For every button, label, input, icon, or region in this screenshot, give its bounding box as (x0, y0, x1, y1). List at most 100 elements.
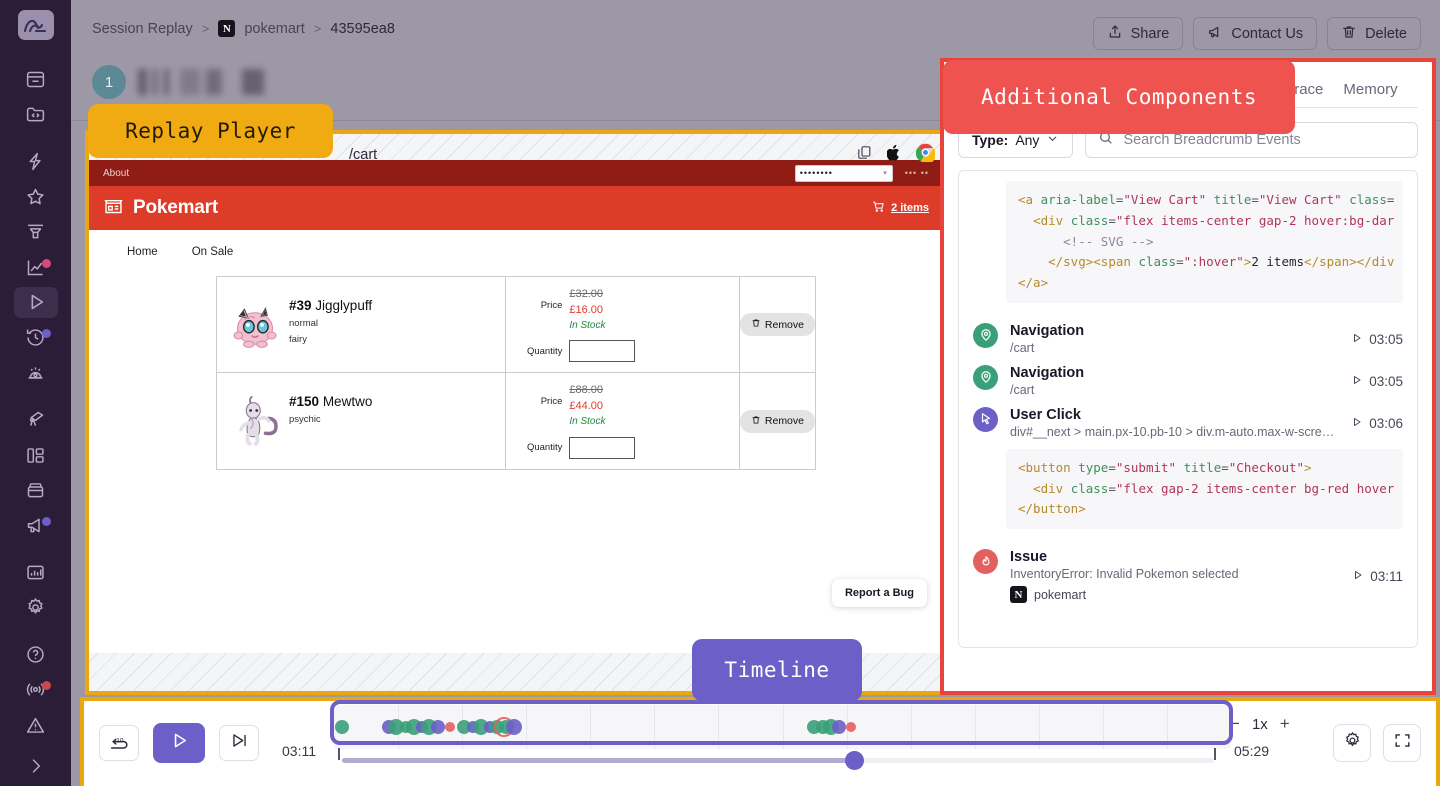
play-icon (1351, 332, 1363, 347)
replay-url: /cart (349, 147, 378, 163)
timeline-gridline (654, 705, 655, 749)
list-item[interactable]: User Click div#__next > main.px-10.pb-10… (959, 399, 1417, 441)
annotation-timeline: Timeline (692, 639, 862, 701)
speed-increase-button[interactable]: + (1279, 714, 1290, 733)
breadcrumb-detail: InventoryError: Invalid Pokemon selected (1010, 567, 1239, 581)
cart-icon (872, 200, 885, 216)
timeline-event-dot[interactable] (445, 722, 455, 732)
tab-trace[interactable]: Trace (1285, 81, 1324, 98)
quantity-input[interactable] (569, 436, 636, 459)
play-button[interactable] (153, 723, 205, 763)
breadcrumb-timestamp[interactable]: 03:11 (1352, 549, 1403, 603)
timeline-event-dot[interactable] (846, 722, 856, 732)
delete-button[interactable]: Delete (1327, 17, 1421, 50)
tab-memory[interactable]: Memory (1343, 81, 1398, 98)
rewind-10-button[interactable]: 10 (99, 725, 139, 761)
sidebar-item-whats-new[interactable] (14, 674, 58, 705)
sidebar-item-service-status[interactable] (14, 709, 58, 740)
site-currency-select[interactable]: •••••••• ▾ (794, 164, 893, 182)
timeline-minimap[interactable] (334, 705, 1231, 749)
apple-icon (886, 144, 902, 167)
list-item[interactable]: Issue InventoryError: Invalid Pokemon se… (959, 541, 1417, 605)
breadcrumb-time-value: 03:11 (1370, 569, 1403, 584)
breadcrumb-list[interactable]: <a aria-label="View Cart" title="View Ca… (958, 170, 1418, 648)
remove-button[interactable]: Remove (739, 313, 815, 337)
scrubber-handle[interactable] (845, 751, 864, 770)
breadcrumb-sep-icon: > (201, 21, 210, 36)
price-values: £32.00 £16.00 In Stock (569, 287, 731, 333)
settings-button[interactable] (1333, 724, 1371, 762)
sidebar-item-starred[interactable] (14, 181, 58, 212)
timeline-gridline (590, 705, 591, 749)
flame-icon (973, 549, 998, 574)
replay-canvas: About •••••••• ▾ ••• •• Pokemart (89, 134, 943, 691)
timeline-event-dot[interactable] (506, 719, 522, 735)
current-time: 03:11 (282, 743, 316, 759)
site-overflow-menu[interactable]: ••• •• (904, 168, 929, 178)
sidebar-item-alerts[interactable] (14, 357, 58, 388)
type-filter-dropdown[interactable]: Type: Any (958, 122, 1074, 158)
replay-title-row: 1 (92, 65, 323, 99)
contact-us-label: Contact Us (1231, 25, 1304, 42)
list-item[interactable]: Navigation /cart 03:05 (959, 357, 1417, 399)
sidebar-item-help[interactable] (14, 639, 58, 670)
site-nav-home[interactable]: Home (127, 246, 158, 258)
sidebar-item-history[interactable] (14, 322, 58, 353)
jigglypuff-sprite-icon (227, 297, 283, 353)
skip-next-button[interactable] (219, 725, 259, 761)
scrubber-track[interactable] (338, 748, 1216, 770)
sidebar-expand-toggle[interactable] (14, 751, 58, 782)
timeline-gridline (911, 705, 912, 749)
breadcrumb-timestamp[interactable]: 03:06 (1351, 407, 1403, 439)
breadcrumb-project[interactable]: pokemart (244, 20, 305, 37)
site-nav-onsale[interactable]: On Sale (191, 246, 234, 258)
sidebar-item-feedback[interactable] (14, 510, 58, 541)
sidebar-item-trends[interactable] (14, 252, 58, 283)
trash-icon (751, 415, 761, 428)
search-input[interactable] (1123, 132, 1405, 148)
play-icon (1351, 374, 1363, 389)
sidebar-item-discover[interactable] (14, 404, 58, 435)
breadcrumb-type: Navigation (1010, 322, 1085, 339)
sidebar-item-replays[interactable] (13, 286, 58, 319)
breadcrumb-session-replay[interactable]: Session Replay (92, 20, 193, 37)
breadcrumb-body: Navigation /cart (1010, 323, 1339, 355)
cart-item-number: #39 (289, 297, 312, 313)
timeline-event-dot[interactable] (832, 720, 846, 734)
timeline-event-dot[interactable] (431, 720, 445, 734)
timeline-event-dot[interactable] (335, 720, 349, 734)
sidebar-item-performance[interactable] (14, 146, 58, 177)
location-pin-icon (973, 364, 998, 390)
sidebar-item-releases[interactable] (14, 475, 58, 506)
remove-button[interactable]: Remove (739, 409, 815, 433)
list-item[interactable]: Navigation /cart 03:05 (959, 315, 1417, 357)
sidebar-item-dashboards[interactable] (14, 439, 58, 470)
breadcrumb-timestamp[interactable]: 03:05 (1351, 323, 1403, 355)
contact-us-button[interactable]: Contact Us (1193, 17, 1318, 50)
copy-icon[interactable] (856, 144, 873, 166)
sidebar-item-stats[interactable] (14, 557, 58, 588)
sidebar-item-projects[interactable] (14, 99, 58, 130)
app-logo[interactable] (17, 10, 54, 40)
cart-quantity-block: Quantity (514, 436, 731, 459)
speed-decrease-button[interactable]: − (1230, 714, 1240, 733)
site-about-link[interactable]: About (103, 167, 130, 179)
fullscreen-button[interactable] (1383, 724, 1421, 762)
replay-player[interactable]: About •••••••• ▾ ••• •• Pokemart (85, 130, 947, 695)
sidebar-item-insights[interactable] (14, 216, 58, 247)
share-button[interactable]: Share (1092, 17, 1184, 50)
annotation-additional-components: Additional Components (943, 60, 1295, 134)
breadcrumb-code-snippet: <button type="submit" title="Checkout"> … (1006, 448, 1403, 529)
site-cart-label[interactable]: 2 items (891, 202, 929, 214)
timeline-gridline (783, 705, 784, 749)
breadcrumb-timestamp[interactable]: 03:05 (1351, 365, 1403, 397)
cart-item-title: Jigglypuff (315, 297, 373, 313)
quantity-input[interactable] (569, 340, 636, 363)
svg-text:10: 10 (116, 738, 124, 745)
sidebar-item-settings[interactable] (14, 592, 58, 623)
timeline-gridline (718, 705, 719, 749)
timeline-gridline (975, 705, 976, 749)
report-bug-button[interactable]: Report a Bug (831, 579, 927, 607)
site-cart-link[interactable]: 2 items (872, 200, 929, 216)
sidebar-item-issues[interactable] (14, 64, 58, 95)
